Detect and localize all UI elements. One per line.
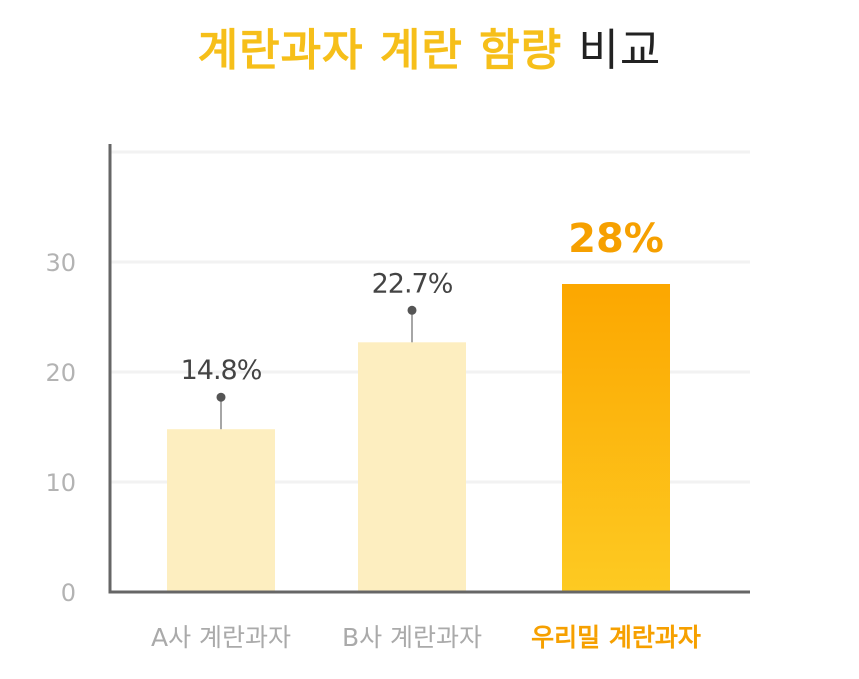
bar-highlight — [562, 284, 670, 592]
category-label: A사 계란과자 — [151, 623, 291, 652]
chart-title-rest: 비교 — [578, 25, 662, 76]
chart-title-highlight: 계란과자 계란 함량 — [197, 25, 563, 76]
bar — [358, 342, 466, 592]
value-label: 28% — [568, 216, 664, 262]
category-label: 우리밀 계란과자 — [531, 623, 701, 652]
bar — [167, 429, 275, 592]
value-label: 22.7% — [372, 268, 453, 299]
value-marker-dot — [216, 392, 226, 402]
value-marker-dot — [407, 305, 417, 315]
y-tick-label: 0 — [61, 579, 76, 607]
y-tick-label: 20 — [45, 359, 76, 387]
category-label: B사 계란과자 — [342, 623, 482, 652]
value-label: 14.8% — [181, 355, 262, 386]
y-tick-label: 30 — [45, 249, 76, 277]
y-tick-label: 10 — [45, 469, 76, 497]
chart-title: 계란과자 계란 함량 비교 — [0, 14, 859, 78]
